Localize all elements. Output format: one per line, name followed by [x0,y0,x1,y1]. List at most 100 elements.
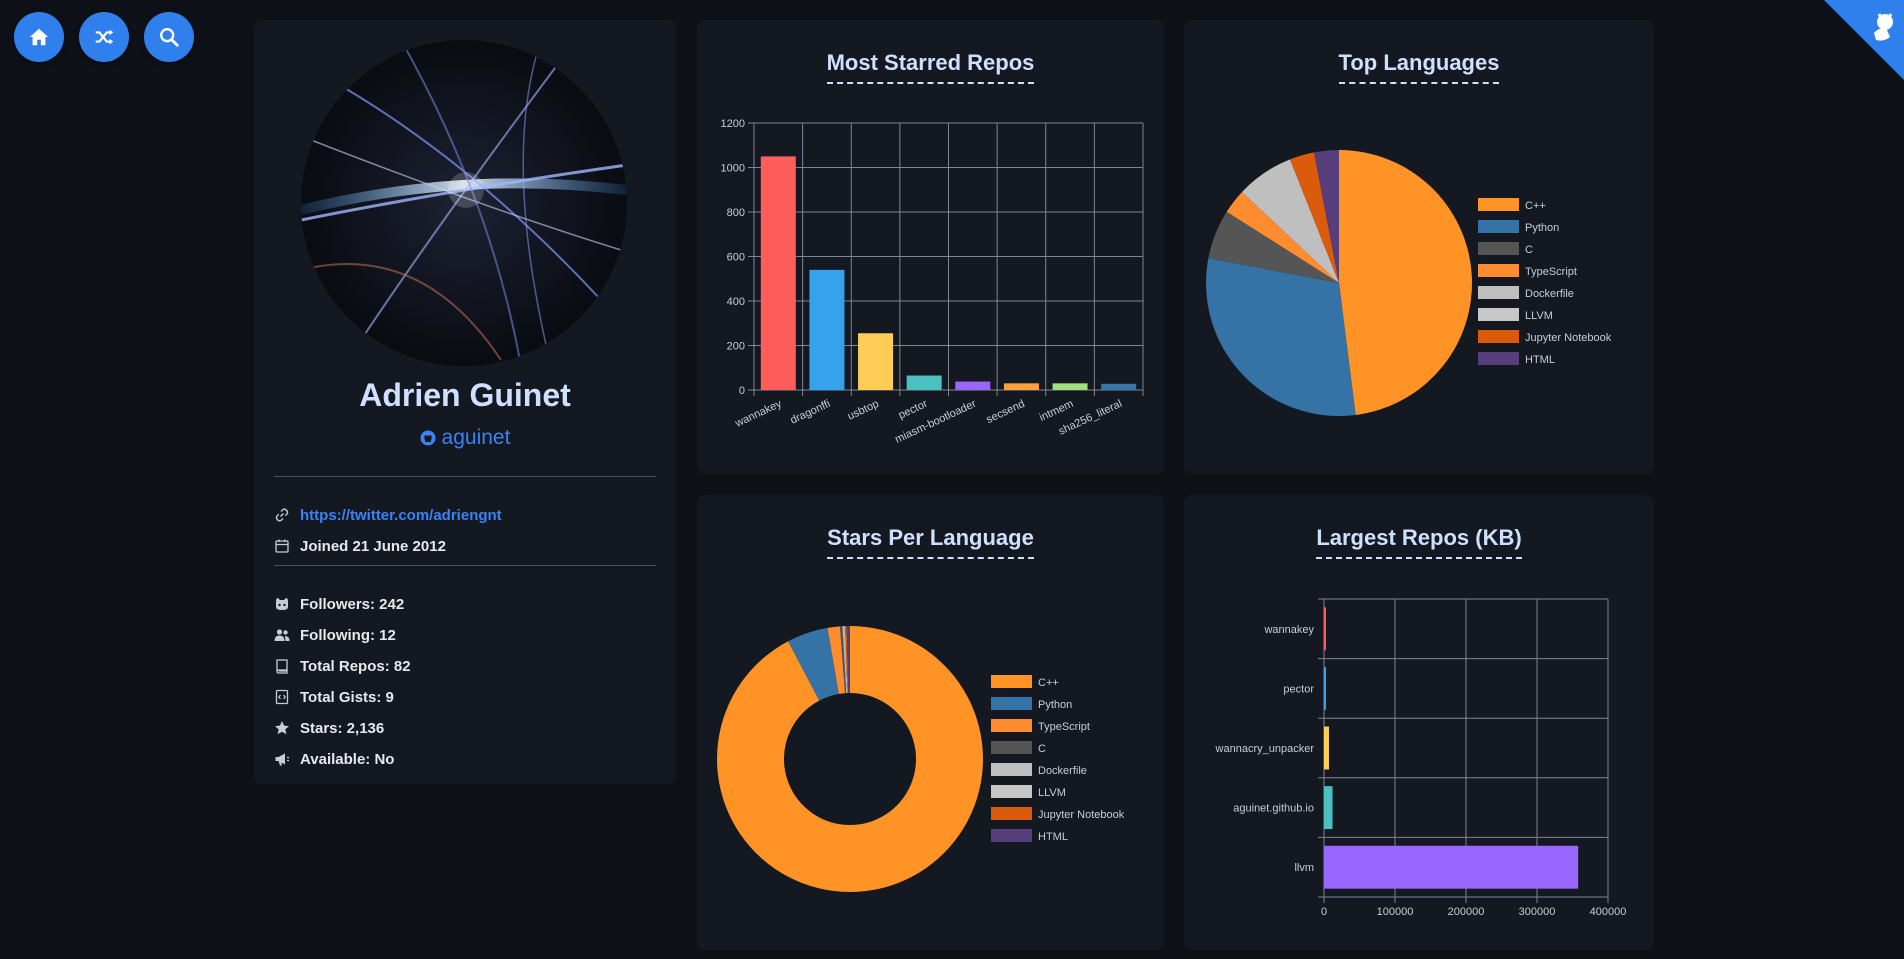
home-button[interactable] [14,12,64,62]
repos-row: Total Repos: 82 [274,654,411,678]
legend-label: LLVM [1525,310,1553,322]
bar [1101,384,1136,390]
legend-swatch [991,675,1032,688]
legend-label: TypeScript [1038,721,1090,733]
twitter-link[interactable]: https://twitter.com/adriengnt [300,507,502,524]
joined-row: Joined 21 June 2012 [274,534,446,558]
search-icon [158,26,180,48]
y-tick-label: 1200 [721,118,745,130]
shuffle-icon [93,26,115,48]
joined-date: Joined 21 June 2012 [300,538,446,555]
y-tick-label: 600 [727,252,745,264]
legend-label: C [1525,244,1533,256]
calendar-icon [274,538,290,554]
most-starred-chart: 0 200 400 600 800 1000 1200 wannakey dragonffi us… [697,20,1164,474]
most-starred-card: 0 200 400 600 800 1000 1200 wannakey dragonffi us… [697,20,1164,474]
stars-row: Stars: 2,136 [274,716,384,740]
x-tick-label: 400000 [1590,906,1627,918]
legend-label: Jupyter Notebook [1525,332,1612,344]
x-tick-label: 200000 [1448,906,1485,918]
profile-login: aguinet [442,426,511,450]
y-tick-label: pector [1283,683,1314,695]
y-tick-label: wannakey [1263,624,1314,636]
legend-label: Dockerfile [1038,765,1087,777]
x-tick-label: pector [897,398,930,422]
following-row: Following: 12 [274,623,396,647]
legend-swatch [1478,264,1519,277]
repo-icon [274,658,290,674]
legend-label: C++ [1038,677,1059,689]
octocat-face-icon [274,596,290,612]
legend-swatch [1478,198,1519,211]
y-tick-label: 0 [739,385,745,397]
legend-swatch [991,807,1032,820]
avatar-image [301,40,627,366]
followers-count: Followers: 242 [300,596,404,613]
legend-label: Python [1525,222,1559,234]
home-icon [28,26,50,48]
bar [809,270,844,390]
github-corner-link[interactable] [1824,0,1904,80]
card-title: Stars Per Language [697,525,1164,559]
stars-per-language-card: C++ Python TypeScript C Dockerfile LLVM Jupyte… [697,495,1164,950]
x-tick-label: 0 [1321,906,1327,918]
legend-label: C [1038,743,1046,755]
megaphone-icon [274,751,290,767]
bar [761,156,796,390]
largest-repos-chart: 0 100000 200000 300000 400000 wannakey pector w… [1184,495,1654,950]
bar [1324,786,1333,829]
profile-login-link[interactable]: aguinet [254,426,676,450]
legend-swatch [1478,220,1519,233]
legend-label: Jupyter Notebook [1038,809,1125,821]
y-tick-label: llvm [1294,862,1314,874]
gists-row: Total Gists: 9 [274,685,394,709]
x-tick-label: wannakey [733,398,784,430]
x-tick-label: miasm-bootloader [893,398,978,446]
legend-label: LLVM [1038,787,1066,799]
bar [1053,383,1088,390]
top-languages-chart: C++PythonCTypeScriptDockerfileLLVMJupyte… [1184,20,1654,474]
legend-label: Python [1038,699,1072,711]
x-tick-label: usbtop [846,398,881,423]
card-title: Largest Repos (KB) [1184,525,1654,559]
legend-swatch [991,741,1032,754]
legend-swatch [991,829,1032,842]
x-tick-label: 300000 [1519,906,1556,918]
top-languages-card: C++ Python C TypeScript Dockerfile LLVM Jupyte… [1184,20,1654,474]
legend-label: TypeScript [1525,266,1577,278]
total-gists: Total Gists: 9 [300,689,394,706]
star-icon [274,720,290,736]
search-button[interactable] [144,12,194,62]
bar [1324,727,1329,770]
available-status: Available: No [300,751,394,768]
pie-slice [1339,150,1472,415]
y-tick-label: 800 [727,207,745,219]
stars-count: Stars: 2,136 [300,720,384,737]
legend-label: Dockerfile [1525,288,1574,300]
largest-repos-card: 0 100000 200000 300000 400000 wannakey pector w… [1184,495,1654,950]
y-tick-label: wannacry_unpacker [1215,743,1315,755]
y-tick-label: aguinet.github.io [1233,803,1314,815]
bar [907,376,942,390]
bar [1324,846,1578,889]
users-icon [274,627,290,643]
code-file-icon [274,689,290,705]
link-icon [274,507,290,523]
profile-card: Adrien Guinet aguinet https://twitter.co… [254,20,676,784]
followers-row: Followers: 242 [274,592,404,616]
card-title: Top Languages [1184,50,1654,84]
legend-swatch [991,719,1032,732]
x-tick-label: secsend [984,398,1026,426]
y-tick-label: 400 [727,296,745,308]
random-button[interactable] [79,12,129,62]
legend-swatch [991,697,1032,710]
divider [274,476,656,477]
legend-swatch [1478,242,1519,255]
bar [955,382,990,390]
avatar [301,40,627,366]
largest-repos-title: Largest Repos (KB) [1316,525,1521,559]
y-tick-label: 200 [727,341,745,353]
top-languages-title: Top Languages [1339,50,1500,84]
legend-label: HTML [1525,354,1555,366]
profile-link-row: https://twitter.com/adriengnt [274,503,502,527]
